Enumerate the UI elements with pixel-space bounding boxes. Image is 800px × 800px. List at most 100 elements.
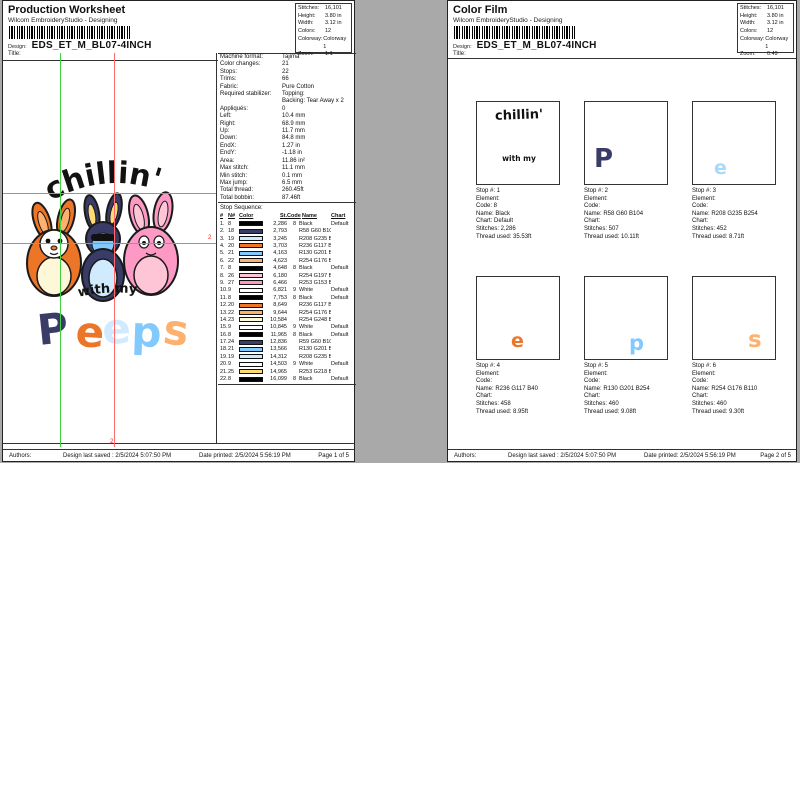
svg-text:s: s [161,304,192,356]
thread-color-swatch [239,346,263,352]
details-divider [218,53,356,54]
svg-text:chillin': chillin' [39,156,166,208]
color-film-frame: P Stop #: 2 Element: Code: Name: R58 G60… [584,101,668,241]
title-label: Title: [453,51,466,57]
machine-info-row: Right: 68.9 mm [220,120,306,127]
frame-caption: Stop #: 4 Element: Code: Name: R236 G117… [476,363,538,415]
frame-artwork-letter: e [511,330,524,352]
stop-sequence-table: # N# Color St. Code Name Chart 1. 8 2,28… [218,212,356,385]
thread-color-swatch [239,273,263,279]
frame-caption: Stop #: 5 Element: Code: Name: R130 G201… [584,363,650,415]
thread-color-swatch [239,287,263,293]
info-row: Height: 3.80 in [298,12,342,19]
table-row: 12. 20 8,649 R236 G117 B40 [220,302,331,309]
machine-info-list: Machine format: Tajima Color changes: 21… [218,53,356,204]
frame-artwork-letter: s [748,327,762,353]
design-name: EDS_ET_M_BL07-4INCH [31,40,152,51]
svg-text:e: e [101,304,132,354]
page-title: Production Worksheet [8,4,126,16]
thread-color-swatch [239,339,263,345]
table-row: 8. 26 6,180 R254 G197 B215 [220,272,331,279]
guide-label-2: 2 [110,439,114,445]
last-saved-text: Design last saved : 2/5/2024 5:07:50 PM [63,453,172,459]
thread-color-swatch [239,369,263,375]
table-row: 7. 8 4,648 8 Black Default [220,265,349,272]
design-details-panel: Machine format: Tajima Color changes: 21… [218,53,356,443]
page-number: Page 1 of 5 [318,453,349,459]
design-info-box: Stitches: 16,101 Height: 3.80 in Width: … [737,3,794,57]
table-row: 20. 9 14,503 9 White Default [220,361,349,368]
svg-text:e: e [74,307,105,357]
page-production-worksheet[interactable]: Production Worksheet Wilcom EmbroiderySt… [2,0,356,463]
table-row: 19. 19 14,312 R208 G235 B254 [220,353,331,360]
thread-color-swatch [239,310,263,315]
info-row: Height: 3.80 in [740,12,784,19]
table-row: 13. 22 9,644 R254 G176 B110 [220,309,331,316]
authors-label: Authors: [9,453,32,459]
guide-horizontal-red [3,243,216,244]
info-row: Zoom: 0.49 [740,51,778,58]
film-frame-box: chillin' with my [476,101,560,185]
info-row: Colors: 12 [740,28,774,35]
thread-color-swatch [239,221,263,227]
header-divider [3,60,218,61]
info-row: Width: 3.12 in [298,20,342,27]
bunny-blue [81,192,125,302]
thread-color-swatch [239,250,263,256]
frame-caption: Stop #: 2 Element: Code: Name: R58 G60 B… [584,188,644,240]
page-footer: Authors: Design last saved : 2/5/2024 5:… [3,449,354,463]
table-row: 16. 8 11,965 8 Black Default [220,331,349,338]
date-printed-text: Date printed: 2/5/2024 5:56:19 PM [199,453,291,459]
bunny-pink [123,191,179,296]
page-color-film[interactable]: Color Film Wilcom EmbroideryStudio - Des… [447,0,797,462]
thread-color-swatch [239,302,263,308]
frame-caption: Stop #: 6 Element: Code: Name: R254 G176… [692,363,758,415]
thread-color-swatch [239,317,263,323]
machine-info-row: Min stitch: 0.1 mm [220,172,303,179]
guide-label-2: 2 [208,235,212,241]
thread-color-swatch [239,236,263,242]
thread-color-swatch [239,265,263,271]
app-name: Wilcom EmbroideryStudio - Designing [8,17,118,24]
design-barcode [454,26,576,39]
svg-text:with my: with my [77,281,139,300]
frame-caption: Stop #: 1 Element: Code: 8 Name: Black C… [476,188,532,240]
thread-color-swatch [239,324,263,330]
page-footer: Authors: Design last saved : 2/5/2024 5:… [448,449,796,463]
table-header-row: # N# Color St. Code Name Chart [220,213,346,220]
info-row: Colorway: Colorway 1 [740,35,789,50]
color-film-frame: p Stop #: 5 Element: Code: Name: R130 G2… [584,276,668,416]
column-divider [216,53,217,443]
frame-artwork-text: with my [502,154,536,163]
guide-vertical-red [114,53,115,447]
design-label: Design: [453,44,472,50]
stop-sequence-label: Stop Sequence: [220,205,263,212]
machine-info-row: Up: 11.7 mm [220,128,305,135]
design-label: Design: [8,44,27,50]
film-frame-box: s [692,276,776,360]
table-body: 1. 8 2,286 8 Black Default 2. 18 2,793 R… [218,220,356,383]
table-row: 4. 20 3,703 R236 G117 B40 [220,242,331,249]
svg-text:P: P [35,303,71,355]
design-barcode [9,26,131,39]
machine-info-row: Trims: 66 [220,76,289,83]
color-film-frame: e Stop #: 3 Element: Code: Name: R208 G2… [692,101,776,241]
machine-info-row: Max stitch: 11.1 mm [220,165,305,172]
guide-horizontal-green [3,193,216,194]
table-row: 9. 27 6,466 R253 G153 B196 [220,279,331,286]
machine-info-row: Color changes: 21 [220,61,289,68]
machine-info-row: EndX: 1.27 in [220,142,301,149]
film-frame-box: P [584,101,668,185]
frame-caption: Stop #: 3 Element: Code: Name: R208 G235… [692,188,758,240]
film-frame-box: p [584,276,668,360]
table-row: 6. 22 4,623 R254 G176 B110 [220,257,331,264]
color-film-frame: e Stop #: 4 Element: Code: Name: R236 G1… [476,276,560,416]
film-frame-box: e [692,101,776,185]
thread-color-swatch [239,332,263,338]
machine-info-row: Down: 84.8 mm [220,135,306,142]
design-artwork: chillin' [26,156,192,357]
table-row: 15. 9 10,845 9 White Default [220,324,349,331]
last-saved-text: Design last saved : 2/5/2024 5:07:50 PM [508,453,617,459]
